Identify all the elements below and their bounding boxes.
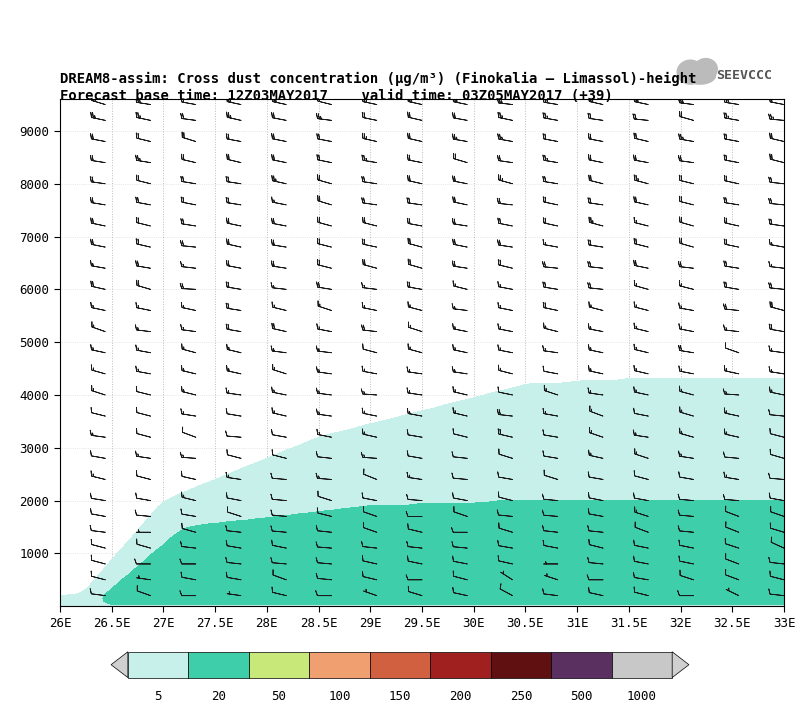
Bar xyxy=(430,652,490,678)
Bar xyxy=(310,652,370,678)
Text: 150: 150 xyxy=(389,690,411,703)
Ellipse shape xyxy=(685,67,716,84)
Text: 1000: 1000 xyxy=(627,690,657,703)
Text: 500: 500 xyxy=(570,690,593,703)
Bar xyxy=(490,652,551,678)
Text: DREAM8-assim: Cross dust concentration (μg/m³) (Finokalia – Limassol)-height: DREAM8-assim: Cross dust concentration (… xyxy=(60,72,697,86)
Polygon shape xyxy=(111,652,128,678)
Ellipse shape xyxy=(677,60,704,84)
Bar xyxy=(370,652,430,678)
Text: 200: 200 xyxy=(450,690,472,703)
Polygon shape xyxy=(672,652,689,678)
Bar xyxy=(249,652,310,678)
Bar xyxy=(188,652,249,678)
Text: 100: 100 xyxy=(328,690,350,703)
Text: 20: 20 xyxy=(211,690,226,703)
Text: Forecast base time: 12Z03MAY2017    valid time: 03Z05MAY2017 (+39): Forecast base time: 12Z03MAY2017 valid t… xyxy=(60,89,613,103)
Ellipse shape xyxy=(694,59,718,79)
Bar xyxy=(612,652,672,678)
Text: 5: 5 xyxy=(154,690,162,703)
Text: SEEVCCC: SEEVCCC xyxy=(716,69,772,82)
Text: 250: 250 xyxy=(510,690,532,703)
Text: 50: 50 xyxy=(271,690,286,703)
Bar xyxy=(128,652,188,678)
Bar xyxy=(551,652,612,678)
